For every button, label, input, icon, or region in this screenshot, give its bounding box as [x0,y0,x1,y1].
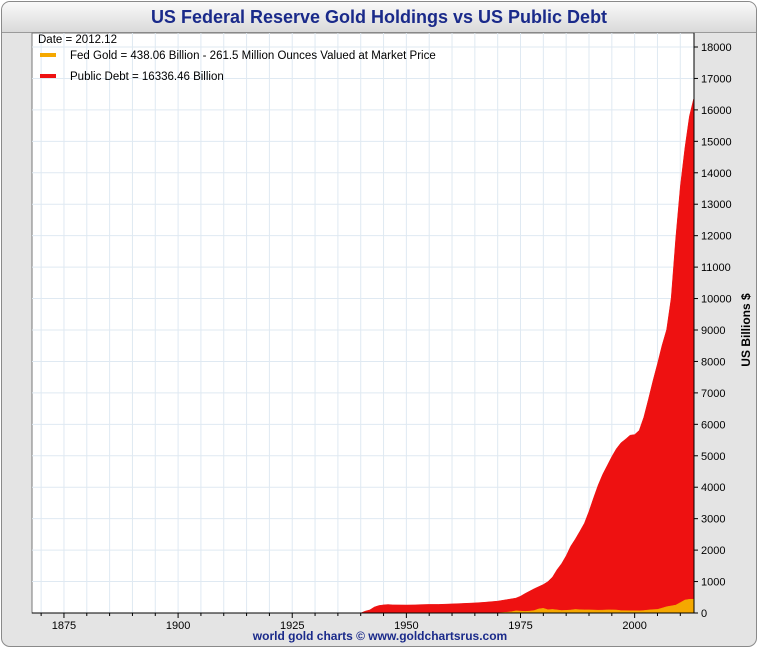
legend-swatch-fed-gold [40,53,56,57]
plot-background [31,32,695,614]
y-tick-label: 7000 [701,388,725,400]
y-tick-label: 11000 [701,262,731,274]
legend: Date = 2012.12 Fed Gold = 438.06 Billion… [38,34,436,83]
x-tick-label: 1875 [52,620,76,632]
y-tick-label: 9000 [701,325,725,337]
y-tick-label: 14000 [701,168,732,180]
grid-layer [32,33,694,614]
x-tick-label: 1950 [394,620,418,632]
x-tick-label: 1975 [508,620,532,632]
axis-layer: 0 1000 2000 3000 4000 5000 6000 7000 8000 9000 100… [32,33,732,632]
y-tick-label: 8000 [701,356,725,368]
x-tick-label: 1900 [166,620,190,632]
title-bar: US Federal Reserve Gold Holdings vs US P… [2,2,756,33]
y-tick-label: 1000 [701,577,725,589]
y-tick-label: 3000 [701,514,725,526]
series-layer [333,99,694,614]
chart-title: US Federal Reserve Gold Holdings vs US P… [150,7,608,27]
y-axis-label: US Billions $ [739,293,753,367]
legend-label-public-debt: Public Debt = 16336.46 Billion [70,71,224,83]
y-tick-label: 15000 [701,136,732,148]
area-public-debt [360,99,694,614]
x-tick-label: 2000 [622,620,646,632]
legend-swatch-public-debt [40,74,56,78]
y-tick-label: 18000 [701,42,732,54]
y-tick-label: 17000 [701,73,732,85]
area-fed-gold [333,598,694,614]
legend-label-fed-gold: Fed Gold = 438.06 Billion - 261.5 Millio… [70,50,436,62]
date-label: Date = 2012.12 [38,34,117,46]
y-tick-label: 4000 [701,482,725,494]
y-tick-label: 13000 [701,199,732,211]
y-tick-label: 12000 [701,231,732,243]
y-tick-label: 2000 [701,545,725,557]
y-tick-label: 6000 [701,419,725,431]
y-tick-label: 16000 [701,105,732,117]
footer-credit: world gold charts © www.goldchartsrus.co… [252,629,508,643]
y-tick-label: 0 [701,608,707,620]
y-tick-label: 5000 [701,451,725,463]
y-tick-label: 10000 [701,294,732,306]
x-tick-label: 1925 [280,620,304,632]
